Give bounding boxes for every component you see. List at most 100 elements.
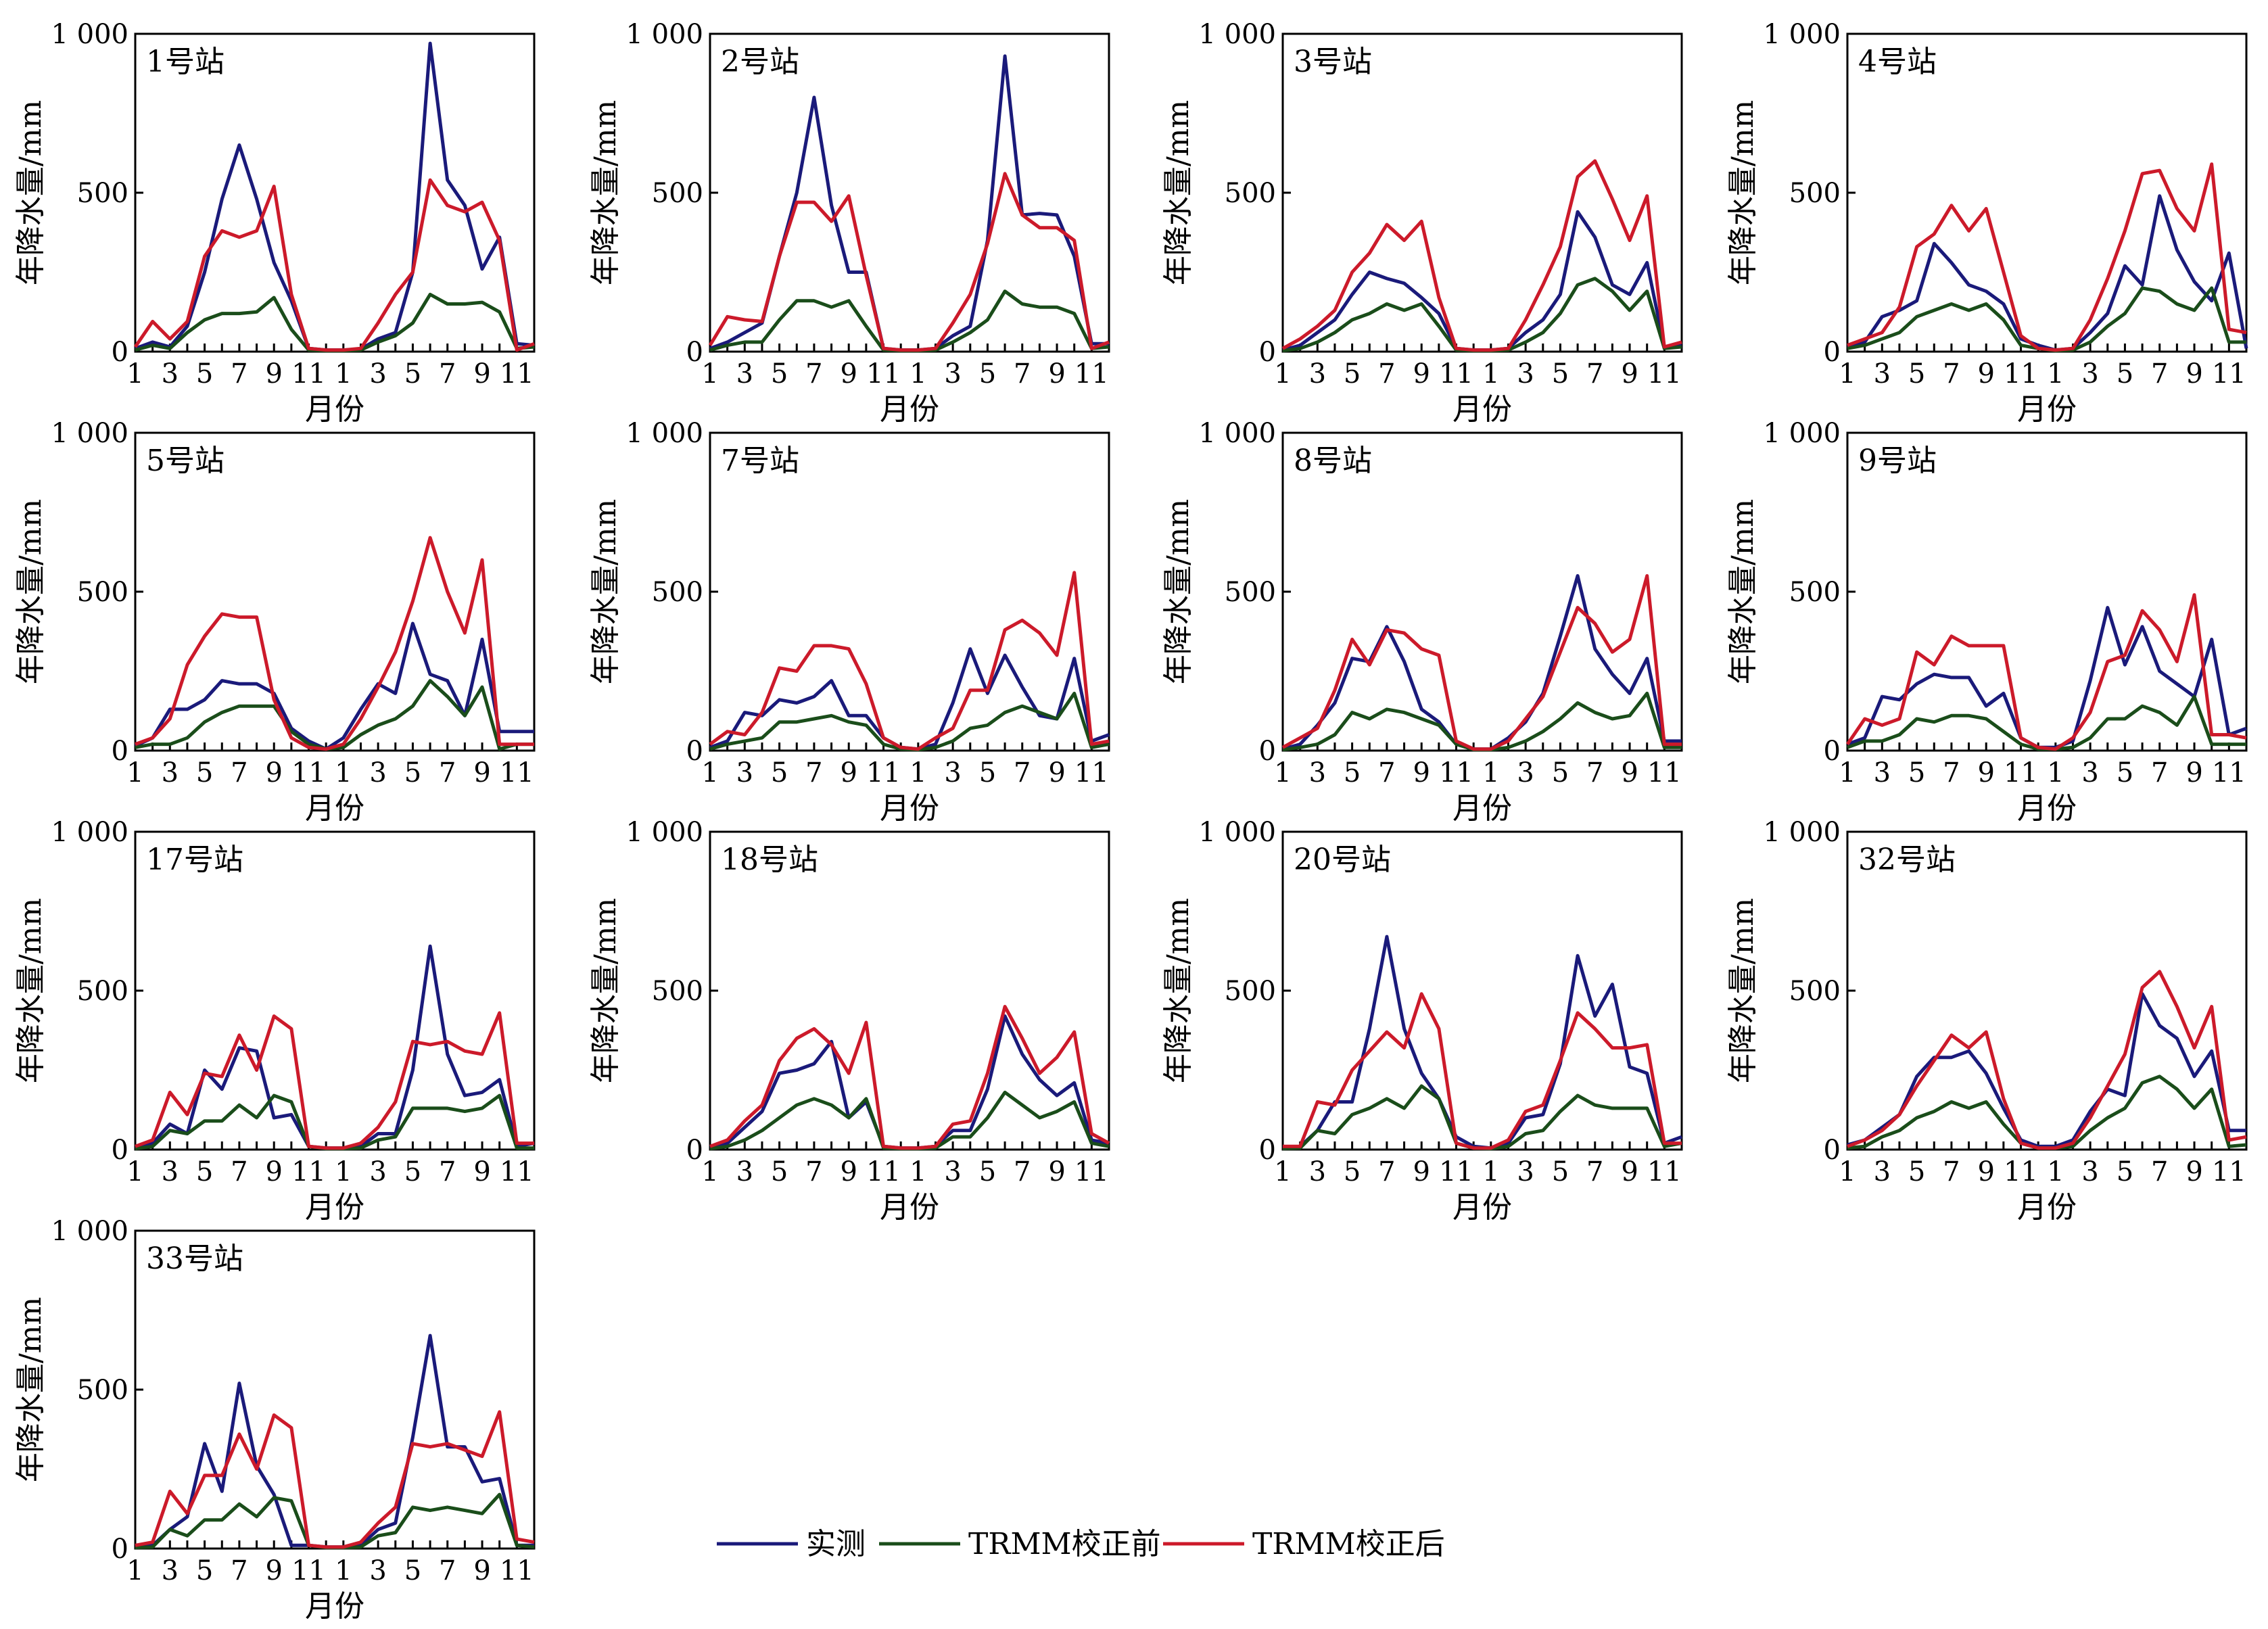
x-axis-label: 月份 bbox=[880, 392, 939, 427]
y-tick-label: 0 bbox=[686, 1135, 703, 1166]
x-tick-label: 7 bbox=[439, 1555, 456, 1586]
x-tick-label: 11 bbox=[1074, 757, 1109, 788]
x-tick-label: 11 bbox=[500, 757, 534, 788]
station-title: 33号站 bbox=[146, 1242, 243, 1276]
series-line-trmm-after bbox=[1283, 992, 1682, 1150]
x-tick-label: 7 bbox=[231, 358, 247, 389]
x-tick-label: 7 bbox=[805, 358, 822, 389]
x-tick-label: 1 bbox=[701, 1156, 718, 1187]
series-line-trmm-after bbox=[1845, 593, 2247, 751]
x-tick-label: 3 bbox=[1309, 358, 1326, 389]
x-tick-label: 3 bbox=[736, 358, 753, 389]
x-tick-label: 7 bbox=[2151, 1156, 2168, 1187]
y-tick-label: 1 000 bbox=[625, 19, 703, 50]
x-tick-label: 5 bbox=[404, 757, 421, 788]
y-tick-label: 500 bbox=[1789, 976, 1841, 1007]
series-line-measured bbox=[1282, 210, 1682, 352]
y-tick-label: 500 bbox=[652, 178, 703, 209]
x-tick-label: 5 bbox=[1552, 757, 1569, 788]
plot-frame bbox=[1846, 431, 2248, 752]
x-tick-label: 7 bbox=[439, 1156, 456, 1187]
x-tick-label: 9 bbox=[473, 1156, 490, 1187]
x-tick-label: 9 bbox=[265, 1156, 282, 1187]
y-tick-label: 500 bbox=[1789, 178, 1841, 209]
y-tick-label: 1 000 bbox=[1763, 19, 1841, 50]
station-title: 8号站 bbox=[1294, 444, 1372, 478]
y-axis-label: 年降水量/mm bbox=[14, 499, 48, 684]
y-tick-label: 1 000 bbox=[51, 19, 128, 50]
x-tick-label: 11 bbox=[866, 358, 901, 389]
y-tick-label: 1 000 bbox=[51, 1216, 128, 1247]
station-title: 7号站 bbox=[721, 444, 799, 478]
x-tick-label: 11 bbox=[1074, 1156, 1109, 1187]
station-title: 18号站 bbox=[721, 843, 818, 877]
x-tick-label: 5 bbox=[979, 1156, 996, 1187]
x-tick-label: 3 bbox=[369, 1156, 386, 1187]
y-axis-label: 年降水量/mm bbox=[1726, 100, 1760, 285]
x-tick-label: 11 bbox=[866, 757, 901, 788]
x-tick-label: 11 bbox=[2004, 358, 2038, 389]
x-tick-label: 3 bbox=[1874, 1156, 1891, 1187]
x-tick-label: 11 bbox=[500, 1555, 534, 1586]
y-tick-label: 500 bbox=[77, 178, 128, 209]
x-tick-label: 5 bbox=[196, 358, 213, 389]
x-tick-label: 11 bbox=[1439, 358, 1473, 389]
y-tick-label: 0 bbox=[686, 337, 703, 368]
x-tick-label: 3 bbox=[2081, 358, 2098, 389]
y-tick-label: 500 bbox=[77, 976, 128, 1007]
x-tick-label: 7 bbox=[231, 1156, 247, 1187]
x-tick-label: 11 bbox=[1439, 757, 1473, 788]
x-tick-label: 7 bbox=[805, 1156, 822, 1187]
legend-label-measured: 实测 bbox=[806, 1527, 866, 1561]
x-tick-label: 3 bbox=[944, 757, 961, 788]
series-line-trmm-after bbox=[135, 536, 534, 751]
x-tick-label: 5 bbox=[1908, 757, 1925, 788]
x-tick-label: 1 bbox=[126, 1555, 143, 1586]
x-tick-label: 1 bbox=[1839, 358, 1856, 389]
x-tick-label: 9 bbox=[1977, 757, 1994, 788]
series-line-trmm-after bbox=[1847, 162, 2247, 352]
y-tick-label: 0 bbox=[1824, 337, 1841, 368]
x-tick-label: 11 bbox=[1439, 1156, 1473, 1187]
station-title: 32号站 bbox=[1858, 843, 1956, 877]
x-tick-label: 11 bbox=[2004, 757, 2038, 788]
x-tick-label: 3 bbox=[2081, 1156, 2098, 1187]
x-tick-label: 3 bbox=[1517, 757, 1534, 788]
x-tick-label: 1 bbox=[1839, 1156, 1856, 1187]
x-tick-label: 5 bbox=[2117, 1156, 2133, 1187]
series-line-trmm-after bbox=[135, 1410, 535, 1549]
y-axis-label: 年降水量/mm bbox=[1726, 499, 1760, 684]
x-axis-label: 月份 bbox=[2017, 392, 2077, 427]
y-tick-label: 1 000 bbox=[625, 817, 703, 848]
x-tick-label: 3 bbox=[162, 757, 179, 788]
station-title: 17号站 bbox=[146, 843, 243, 877]
y-tick-label: 1 000 bbox=[1198, 817, 1276, 848]
x-tick-label: 9 bbox=[1048, 358, 1065, 389]
series-line-measured bbox=[135, 1333, 534, 1549]
x-tick-label: 7 bbox=[1943, 1156, 1960, 1187]
y-tick-label: 1 000 bbox=[1763, 817, 1841, 848]
y-tick-label: 0 bbox=[112, 736, 128, 767]
x-tick-label: 7 bbox=[1586, 358, 1603, 389]
x-tick-label: 1 bbox=[909, 1156, 926, 1187]
x-tick-label: 11 bbox=[291, 358, 326, 389]
x-tick-label: 7 bbox=[1014, 1156, 1031, 1187]
x-tick-label: 3 bbox=[369, 1555, 386, 1586]
x-tick-label: 11 bbox=[500, 358, 534, 389]
y-axis-label: 年降水量/mm bbox=[588, 499, 623, 684]
y-axis-label: 年降水量/mm bbox=[1161, 499, 1196, 684]
series-line-measured bbox=[135, 944, 535, 1150]
x-tick-label: 5 bbox=[2117, 358, 2133, 389]
x-tick-label: 11 bbox=[291, 757, 326, 788]
x-tick-label: 7 bbox=[1943, 757, 1960, 788]
x-tick-label: 5 bbox=[1552, 1156, 1569, 1187]
x-tick-label: 11 bbox=[866, 1156, 901, 1187]
x-tick-label: 3 bbox=[369, 757, 386, 788]
x-axis-label: 月份 bbox=[880, 791, 939, 826]
